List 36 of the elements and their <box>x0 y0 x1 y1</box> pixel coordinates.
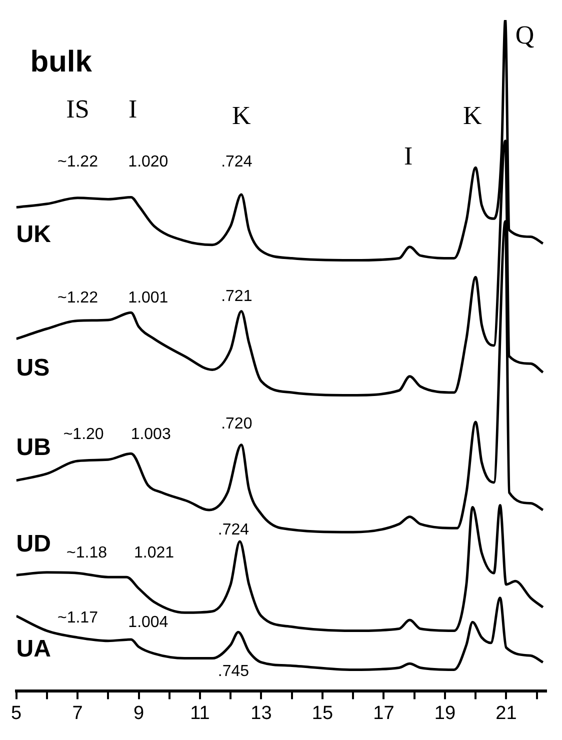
series-label: UK <box>16 220 52 248</box>
annotation: I <box>128 94 138 124</box>
annotation: K <box>232 101 252 130</box>
annotation: IS <box>66 94 90 124</box>
series-label: UA <box>16 636 51 663</box>
x-tick-label: 15 <box>312 702 334 724</box>
annotation: 1.004 <box>128 614 168 632</box>
x-tick-label: 19 <box>434 702 456 724</box>
series-label: US <box>16 354 50 382</box>
annotation: ~1.22 <box>57 154 98 171</box>
annotation: ~1.20 <box>63 426 104 444</box>
x-tick-label: 5 <box>10 702 22 724</box>
x-tick-label: 21 <box>496 702 517 724</box>
annotation: .720 <box>221 415 252 432</box>
annotation: .721 <box>221 288 252 305</box>
annotation: K <box>462 101 482 130</box>
annotation: I <box>404 141 413 170</box>
x-tick-label: 9 <box>133 702 144 724</box>
x-tick-label: 11 <box>190 702 210 724</box>
annotation: ~1.17 <box>57 609 98 626</box>
x-tick-label: 7 <box>72 702 83 724</box>
annotation: 1.021 <box>134 544 174 562</box>
annotation: Q <box>515 20 534 50</box>
annotation: .724 <box>218 522 250 539</box>
annotation: 1.020 <box>128 154 168 171</box>
annotation: ~1.18 <box>66 544 108 562</box>
annotation: ~1.22 <box>57 289 98 306</box>
annotation: 1.001 <box>128 289 168 306</box>
series-label: UB <box>16 434 51 462</box>
x-tick-label: 13 <box>250 702 272 724</box>
annotation: 1.003 <box>130 426 171 444</box>
series-label: UD <box>16 530 51 558</box>
text: bulk <box>30 45 92 78</box>
annotation: .745 <box>218 663 250 680</box>
x-tick-label: 17 <box>373 702 394 724</box>
annotation: .724 <box>221 154 252 171</box>
